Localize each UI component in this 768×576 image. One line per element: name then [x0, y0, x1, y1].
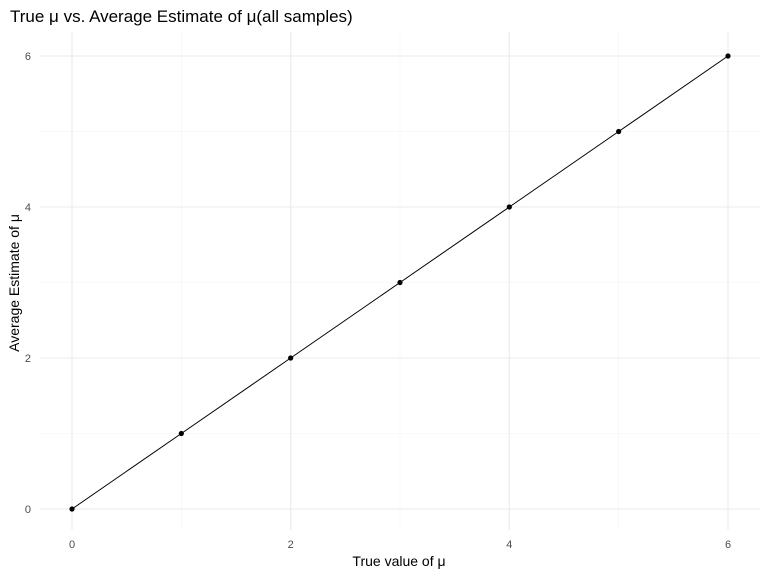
y-tick-label: 2	[25, 353, 31, 365]
x-tick-label: 2	[288, 539, 294, 551]
x-axis-title: True value of μ	[352, 553, 445, 569]
y-axis-ticks: 0 2 4 6	[25, 51, 31, 516]
x-tick-label: 0	[69, 539, 75, 551]
data-point	[69, 506, 75, 512]
data-point	[288, 355, 294, 361]
y-tick-label: 6	[25, 51, 31, 63]
y-tick-label: 4	[25, 202, 31, 214]
series-layer	[69, 53, 731, 512]
data-point	[725, 53, 731, 59]
y-axis-title: Average Estimate of μ	[6, 214, 22, 352]
x-tick-label: 6	[725, 539, 731, 551]
x-axis-ticks: 0 2 4 6	[69, 539, 731, 551]
y-tick-label: 0	[25, 504, 31, 516]
data-point	[397, 279, 403, 286]
data-point	[178, 430, 184, 437]
data-point	[506, 204, 512, 210]
x-tick-label: 4	[506, 539, 512, 551]
data-point	[616, 128, 622, 135]
chart-title: True μ vs. Average Estimate of μ(all sam…	[10, 7, 353, 26]
